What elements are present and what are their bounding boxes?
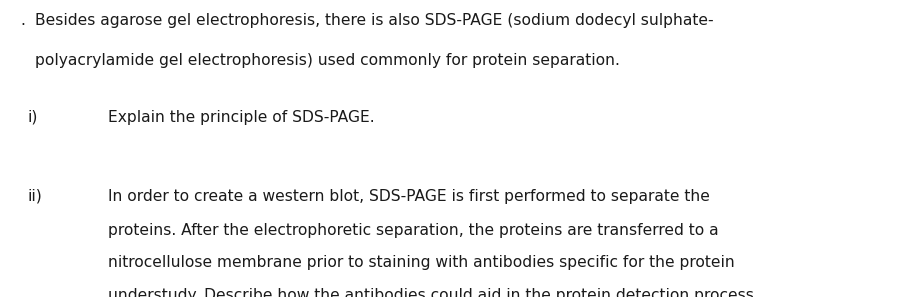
Text: In order to create a western blot, SDS-PAGE is first performed to separate the: In order to create a western blot, SDS-P…	[108, 189, 710, 204]
Text: Besides agarose gel electrophoresis, there is also SDS-PAGE (sodium dodecyl sulp: Besides agarose gel electrophoresis, the…	[35, 13, 714, 29]
Text: ii): ii)	[27, 189, 42, 204]
Text: understudy. Describe how the antibodies could aid in the protein detection proce: understudy. Describe how the antibodies …	[108, 288, 759, 297]
Text: proteins. After the electrophoretic separation, the proteins are transferred to : proteins. After the electrophoretic sepa…	[108, 223, 718, 238]
Text: i): i)	[27, 110, 38, 125]
Text: .: .	[20, 13, 25, 29]
Text: polyacrylamide gel electrophoresis) used commonly for protein separation.: polyacrylamide gel electrophoresis) used…	[35, 53, 619, 69]
Text: nitrocellulose membrane prior to staining with antibodies specific for the prote: nitrocellulose membrane prior to stainin…	[108, 255, 735, 271]
Text: Explain the principle of SDS-PAGE.: Explain the principle of SDS-PAGE.	[108, 110, 374, 125]
